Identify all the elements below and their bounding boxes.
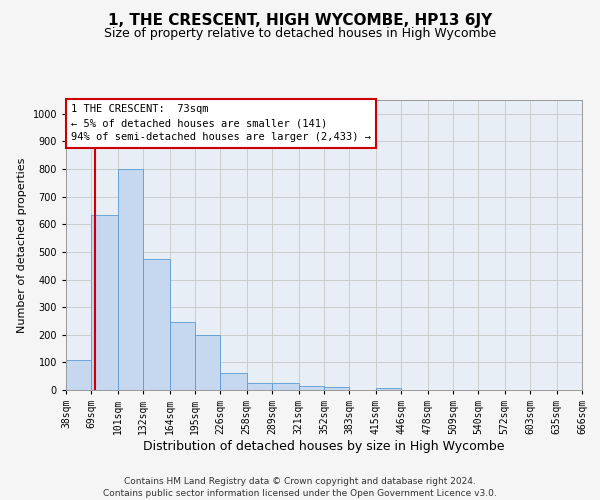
Bar <box>66 360 91 390</box>
Text: Size of property relative to detached houses in High Wycombe: Size of property relative to detached ho… <box>104 28 496 40</box>
Text: 1 THE CRESCENT:  73sqm
← 5% of detached houses are smaller (141)
94% of semi-det: 1 THE CRESCENT: 73sqm ← 5% of detached h… <box>71 104 371 142</box>
Bar <box>376 388 401 390</box>
Bar <box>220 373 247 390</box>
Bar <box>143 259 170 390</box>
Y-axis label: Number of detached properties: Number of detached properties <box>17 158 27 332</box>
Bar <box>247 383 272 390</box>
Bar <box>195 335 220 390</box>
Bar <box>170 322 195 390</box>
Bar <box>324 387 349 390</box>
Bar <box>299 386 324 390</box>
Bar <box>272 383 299 390</box>
Bar <box>118 169 143 390</box>
Bar <box>91 214 118 390</box>
Text: 1, THE CRESCENT, HIGH WYCOMBE, HP13 6JY: 1, THE CRESCENT, HIGH WYCOMBE, HP13 6JY <box>108 12 492 28</box>
Text: Contains HM Land Registry data © Crown copyright and database right 2024.
Contai: Contains HM Land Registry data © Crown c… <box>103 476 497 498</box>
X-axis label: Distribution of detached houses by size in High Wycombe: Distribution of detached houses by size … <box>143 440 505 453</box>
